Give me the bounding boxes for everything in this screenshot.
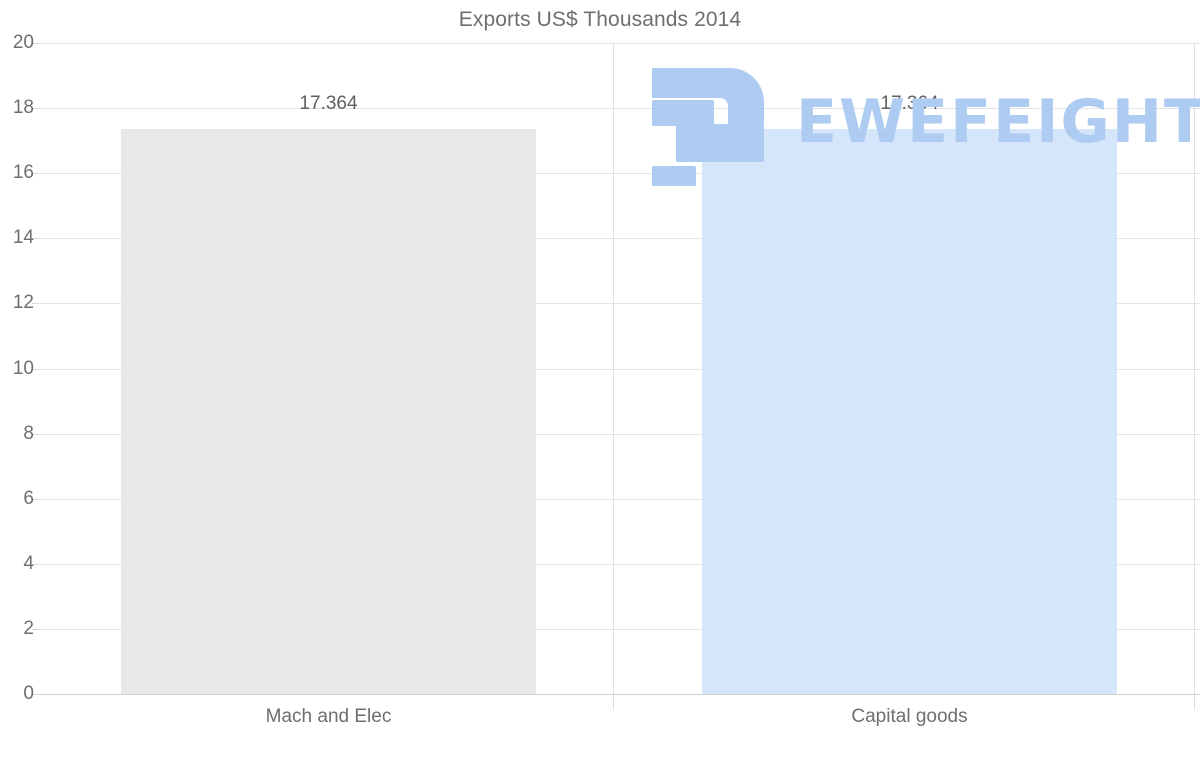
y-tickmark-16 (32, 173, 38, 175)
y-axis-tick-label: 16 (12, 162, 34, 184)
y-tickmark-0 (32, 694, 38, 695)
bar-mach-and-elec[interactable] (121, 128, 536, 694)
y-axis-tick-label: 18 (12, 97, 34, 119)
y-axis-tick-label: 14 (12, 227, 34, 249)
gridline-y-14 (38, 238, 1200, 240)
y-tickmark-8 (32, 433, 38, 435)
bar-value-label: 17.364 (299, 92, 358, 114)
gridline-y-8 (38, 433, 1200, 435)
y-tickmark-18 (32, 108, 38, 110)
y-axis-tick-label: 12 (12, 292, 34, 314)
gridline-y-16 (38, 173, 1200, 175)
gridline-x-1 (613, 43, 614, 710)
y-axis-tick-label: 20 (12, 32, 34, 53)
x-axis-tick-label: Mach and Elec (265, 706, 392, 727)
gridline-y-4 (38, 563, 1200, 565)
gridline-y-2 (38, 628, 1200, 630)
chart-title: Exports US$ Thousands 2014 (458, 8, 742, 31)
bar-capital-goods[interactable] (702, 128, 1117, 694)
gridline-x-2 (1194, 43, 1195, 710)
y-axis-tick-label: 4 (23, 552, 34, 574)
y-tickmark-14 (32, 238, 38, 240)
gridline-y-12 (38, 303, 1200, 305)
y-tickmark-10 (32, 368, 38, 370)
gridline-y-0 (38, 694, 1200, 695)
y-axis-tick-label: 8 (23, 422, 34, 444)
gridline-y-10 (38, 368, 1200, 370)
y-tickmark-20 (32, 43, 38, 44)
y-axis-tick-label: 10 (12, 357, 34, 379)
plot-area: 0 2 4 6 8 10 12 14 16 18 20 17.364 17.364 (13, 32, 1200, 710)
y-tickmark-4 (32, 563, 38, 565)
y-axis-tick-label: 6 (23, 487, 34, 509)
gridline-y-6 (38, 498, 1200, 500)
y-tickmark-6 (32, 498, 38, 500)
y-tickmark-2 (32, 628, 38, 630)
gridline-y-18 (38, 108, 1200, 110)
x-axis-tick-label: Capital goods (851, 706, 968, 727)
bar-value-label: 17.364 (880, 92, 939, 114)
gridline-y-20 (38, 43, 1200, 44)
y-tickmark-12 (32, 303, 38, 305)
y-axis-tick-label: 0 (23, 683, 34, 704)
y-axis-tick-label: 2 (23, 617, 34, 639)
